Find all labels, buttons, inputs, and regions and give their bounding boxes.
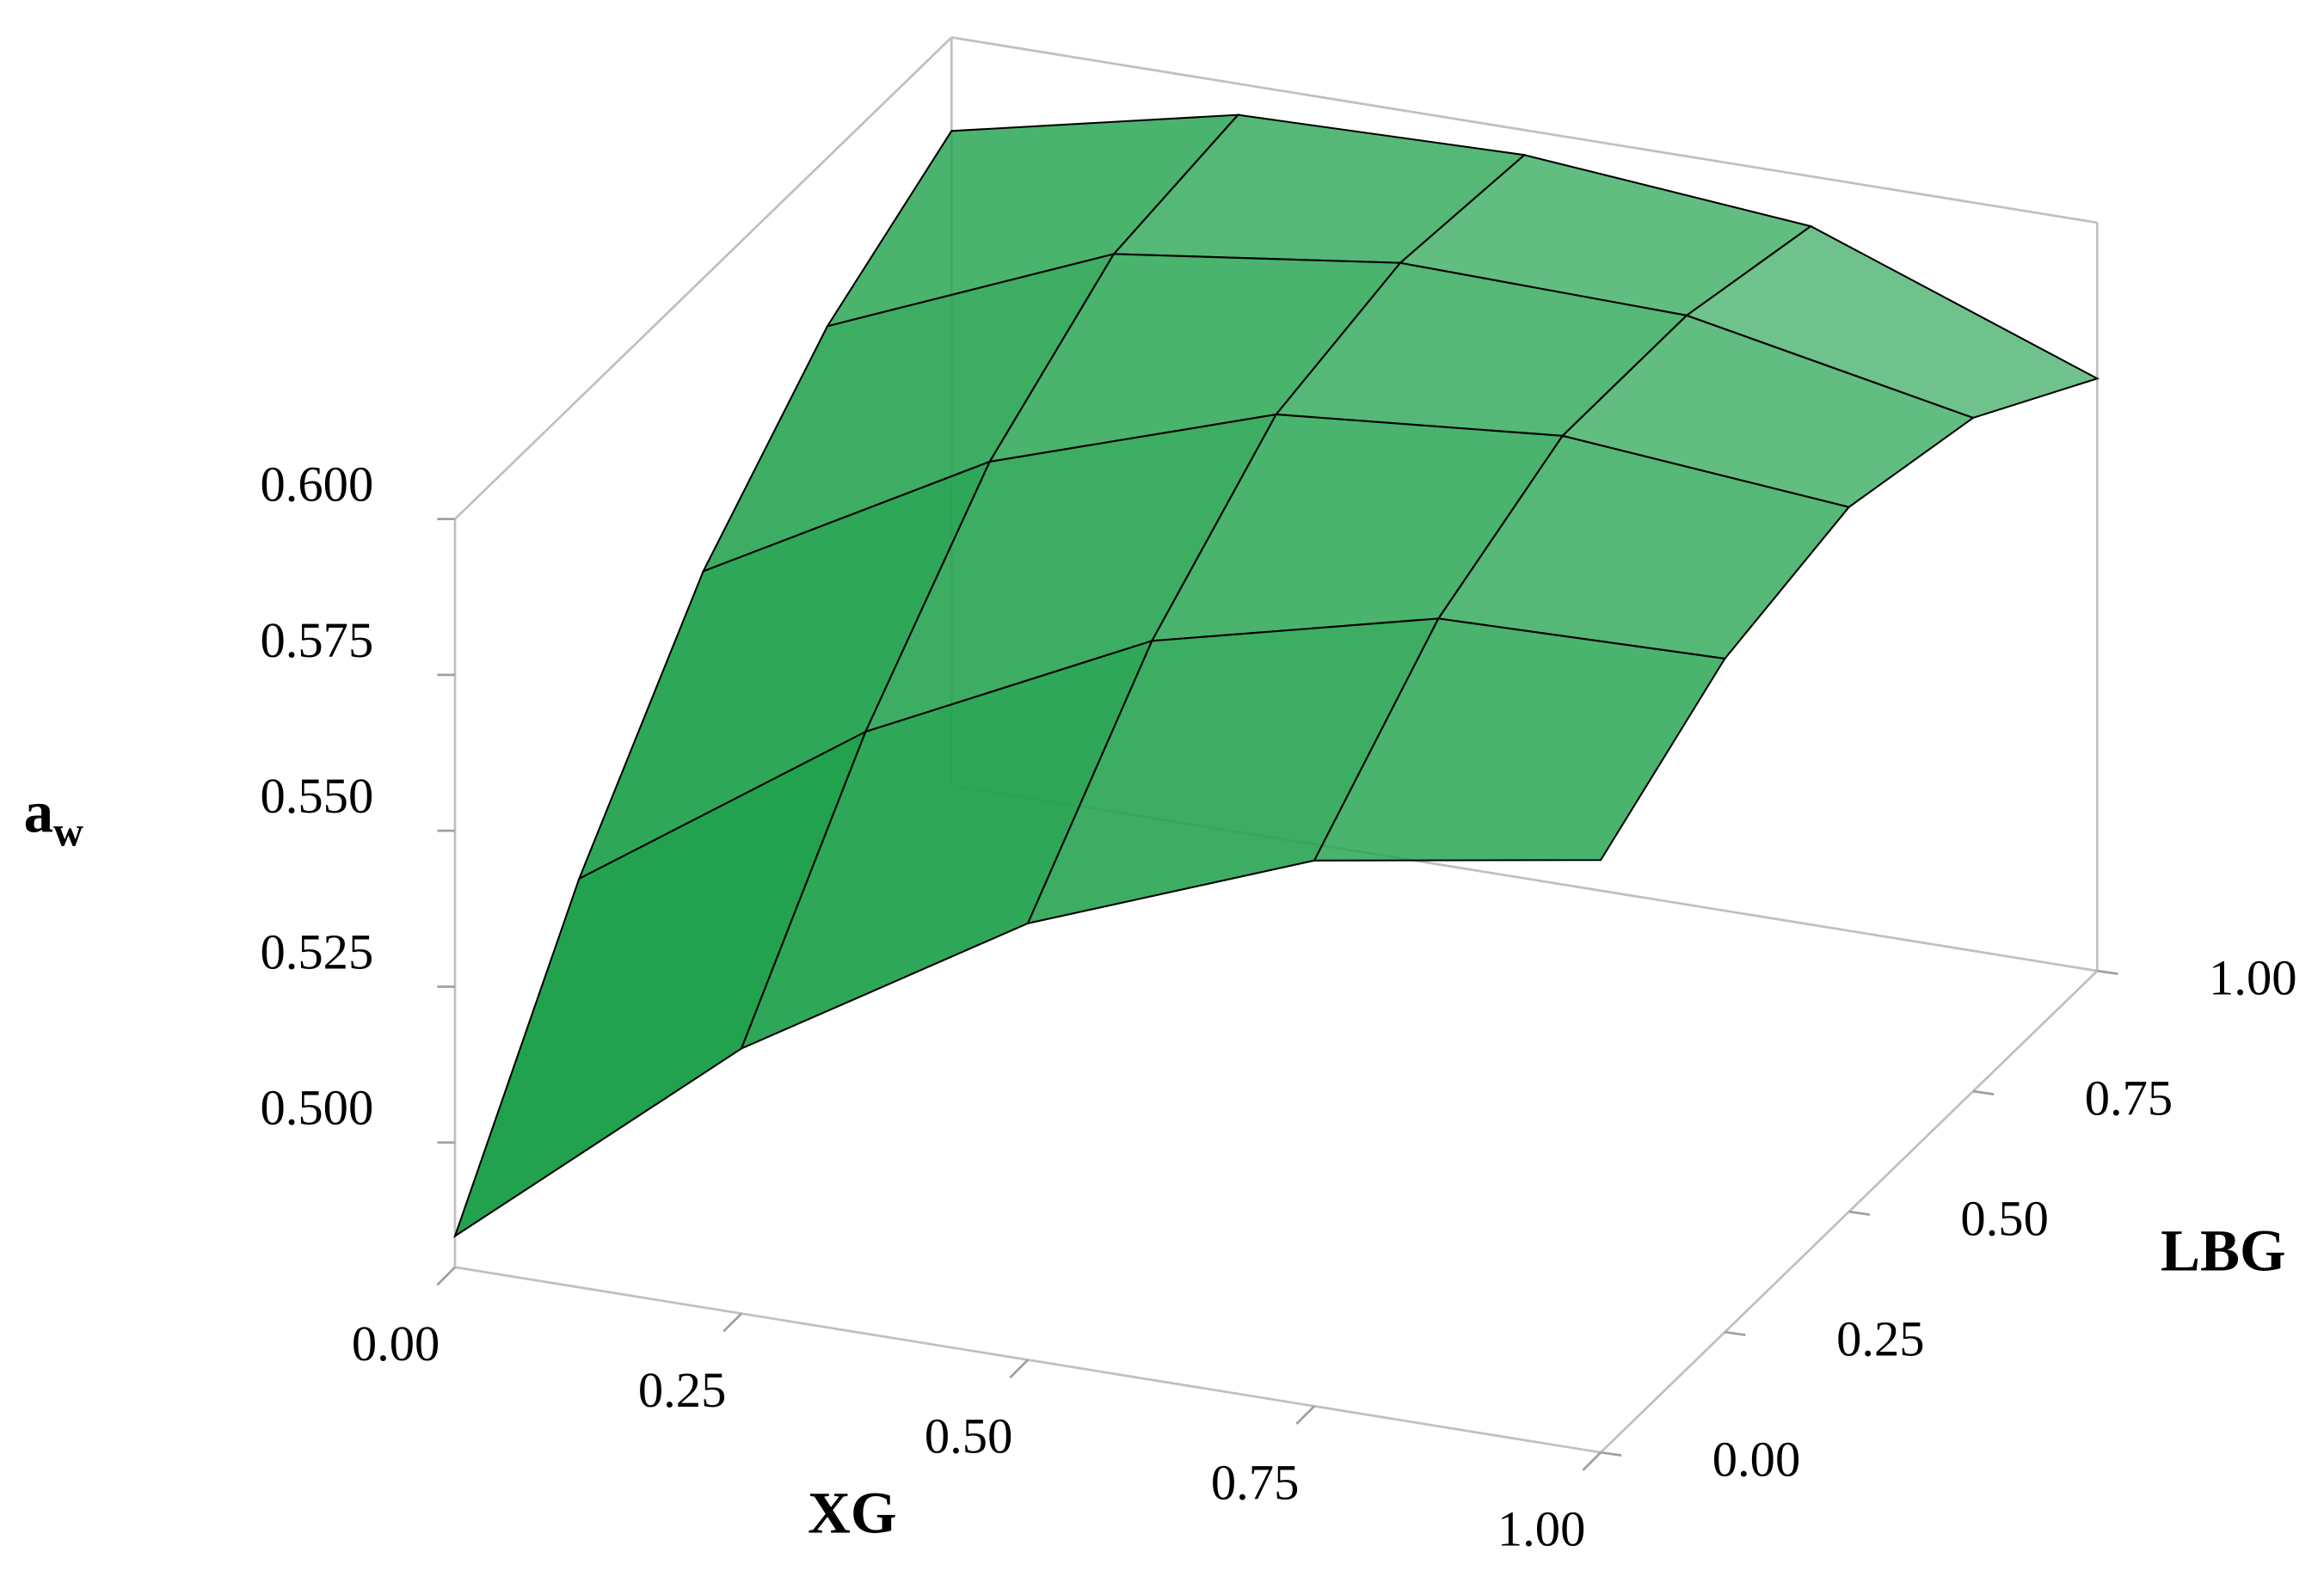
x-tick (1009, 1359, 1030, 1379)
box-edge (454, 36, 953, 520)
z-axis-title-main: a (24, 779, 53, 844)
x-tick (1295, 1405, 1316, 1425)
x-tick-label: 0.50 (925, 1408, 1013, 1464)
x-tick (436, 1266, 457, 1286)
z-axis-title-subscript: w (53, 809, 83, 855)
x-axis-title: XG (808, 1481, 896, 1546)
z-tick-label: 0.575 (260, 612, 373, 668)
y-tick-label: 1.00 (2209, 949, 2297, 1005)
x-tick-label: 0.25 (638, 1362, 727, 1418)
z-tick-label: 0.600 (260, 457, 373, 512)
x-tick-label: 1.00 (1497, 1500, 1586, 1556)
z-tick-label: 0.525 (260, 923, 373, 979)
y-tick (1725, 1330, 1746, 1336)
box-edge (951, 36, 2098, 224)
x-tick (722, 1312, 743, 1333)
x-tick-label: 0.00 (352, 1316, 440, 1371)
y-tick-label: 0.00 (1712, 1431, 1801, 1487)
y-tick (1848, 1210, 1871, 1216)
z-axis-title: aw (24, 779, 83, 855)
y-axis-title: LBG (2161, 1218, 2286, 1284)
surface-cell (1313, 617, 1727, 862)
y-tick-label: 0.75 (2085, 1070, 2173, 1126)
y-tick (2097, 969, 2118, 975)
y-tick-label: 0.50 (1960, 1190, 2049, 1246)
y-tick-label: 0.25 (1836, 1310, 1925, 1366)
y-tick (1600, 1451, 1622, 1457)
y-tick (1972, 1089, 1995, 1095)
z-tick-label: 0.500 (260, 1080, 373, 1136)
x-tick-label: 0.75 (1211, 1455, 1300, 1511)
z-tick-label: 0.550 (260, 768, 373, 824)
x-tick (1582, 1451, 1602, 1471)
